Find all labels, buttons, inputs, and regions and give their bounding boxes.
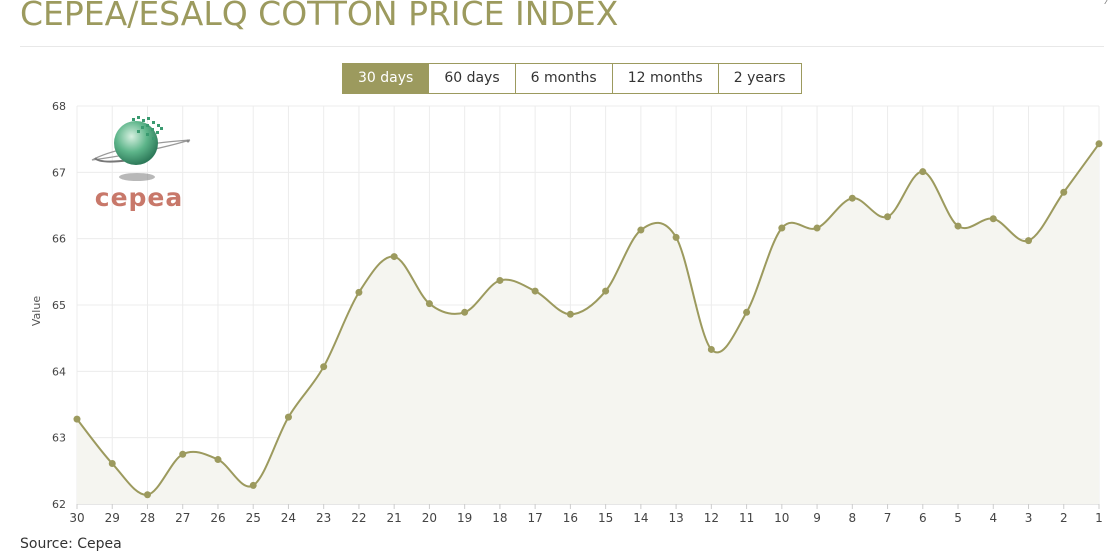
tab-6-months[interactable]: 6 months bbox=[514, 64, 612, 93]
logo-globe bbox=[114, 121, 158, 165]
data-point-16 bbox=[566, 310, 574, 318]
data-point-27 bbox=[179, 450, 187, 458]
y-axis-labels: 62 63 64 65 66 67 68 bbox=[52, 100, 66, 511]
data-point-22 bbox=[355, 288, 363, 296]
data-point-19 bbox=[461, 308, 469, 316]
x-tick-label: 4 bbox=[989, 511, 997, 525]
cepea-logo: cepea bbox=[91, 116, 191, 212]
corner-mark: ⁄ bbox=[1106, 0, 1108, 7]
y-tick-label: 66 bbox=[52, 233, 66, 246]
x-tick-label: 25 bbox=[246, 511, 261, 525]
x-tick-label: 8 bbox=[848, 511, 856, 525]
data-point-28 bbox=[143, 491, 151, 499]
y-axis-title: Value bbox=[30, 296, 43, 326]
data-points bbox=[73, 140, 1103, 499]
data-point-5 bbox=[954, 222, 962, 230]
data-point-11 bbox=[743, 308, 751, 316]
y-tick-label: 67 bbox=[52, 166, 66, 179]
data-point-12 bbox=[707, 345, 715, 353]
tab-30-days[interactable]: 30 days bbox=[343, 64, 429, 93]
x-tick-label: 29 bbox=[105, 511, 120, 525]
logo-text: cepea bbox=[95, 183, 184, 212]
x-tick-label: 15 bbox=[598, 511, 613, 525]
x-tick-label: 13 bbox=[668, 511, 683, 525]
x-tick-label: 18 bbox=[492, 511, 507, 525]
x-tick-label: 14 bbox=[633, 511, 648, 525]
title-divider bbox=[20, 46, 1104, 47]
x-tick-label: 7 bbox=[884, 511, 892, 525]
x-tick-label: 11 bbox=[739, 511, 754, 525]
y-tick-label: 65 bbox=[52, 299, 66, 312]
data-point-10 bbox=[778, 224, 786, 232]
data-point-3 bbox=[1025, 237, 1033, 245]
x-tick-label: 20 bbox=[422, 511, 437, 525]
tab-60-days[interactable]: 60 days bbox=[428, 64, 515, 93]
x-tick-label: 6 bbox=[919, 511, 927, 525]
data-point-18 bbox=[496, 276, 504, 284]
range-selector: 30 days 60 days 6 months 12 months 2 yea… bbox=[342, 63, 802, 94]
data-point-7 bbox=[884, 213, 892, 221]
x-tick-label: 17 bbox=[527, 511, 542, 525]
tab-12-months[interactable]: 12 months bbox=[611, 64, 718, 93]
x-tick-label: 24 bbox=[281, 511, 296, 525]
data-point-29 bbox=[108, 460, 116, 468]
x-tick-label: 23 bbox=[316, 511, 331, 525]
data-point-9 bbox=[813, 224, 821, 232]
x-tick-label: 30 bbox=[69, 511, 84, 525]
data-point-13 bbox=[672, 233, 680, 241]
logo-shadow bbox=[119, 173, 155, 181]
series-area bbox=[77, 143, 1099, 504]
data-point-1 bbox=[1095, 140, 1103, 148]
x-tick-label: 27 bbox=[175, 511, 190, 525]
data-point-25 bbox=[249, 481, 257, 489]
x-tick-label: 22 bbox=[351, 511, 366, 525]
data-point-6 bbox=[919, 168, 927, 176]
data-point-24 bbox=[284, 413, 292, 421]
x-tick-label: 1 bbox=[1095, 511, 1103, 525]
y-tick-label: 63 bbox=[52, 432, 66, 445]
source-note: Source: Cepea bbox=[20, 536, 122, 552]
y-tick-label: 68 bbox=[52, 100, 66, 113]
x-tick-label: 26 bbox=[210, 511, 225, 525]
data-point-4 bbox=[989, 215, 997, 223]
data-point-8 bbox=[848, 194, 856, 202]
data-point-21 bbox=[390, 253, 398, 261]
tab-2-years[interactable]: 2 years bbox=[717, 64, 801, 93]
data-point-2 bbox=[1060, 188, 1068, 196]
x-tick-label: 5 bbox=[954, 511, 962, 525]
data-point-15 bbox=[602, 287, 610, 295]
x-tick-label: 10 bbox=[774, 511, 789, 525]
data-point-17 bbox=[531, 287, 539, 295]
logo-pixels bbox=[132, 116, 163, 140]
x-tick-label: 28 bbox=[140, 511, 155, 525]
x-axis-labels: 30 29 28 27 26 25 24 23 22 21 20 19 18 17 16 15 14 13 12 11… bbox=[69, 511, 1102, 525]
data-point-20 bbox=[425, 300, 433, 308]
data-point-23 bbox=[320, 363, 328, 371]
x-tick-label: 16 bbox=[563, 511, 578, 525]
y-tick-label: 64 bbox=[52, 365, 66, 378]
x-tick-label: 2 bbox=[1060, 511, 1068, 525]
x-tick-label: 3 bbox=[1025, 511, 1033, 525]
x-tick-label: 12 bbox=[704, 511, 719, 525]
data-point-30 bbox=[73, 415, 81, 423]
data-point-26 bbox=[214, 456, 222, 464]
page-title: CEPEA/ESALQ COTTON PRICE INDEX bbox=[20, 0, 619, 33]
x-tick-label: 21 bbox=[387, 511, 402, 525]
y-tick-label: 62 bbox=[52, 498, 66, 511]
data-point-14 bbox=[637, 226, 645, 234]
x-tick-label: 19 bbox=[457, 511, 472, 525]
x-tick-label: 9 bbox=[813, 511, 821, 525]
logo-orbit-dot bbox=[186, 139, 190, 143]
